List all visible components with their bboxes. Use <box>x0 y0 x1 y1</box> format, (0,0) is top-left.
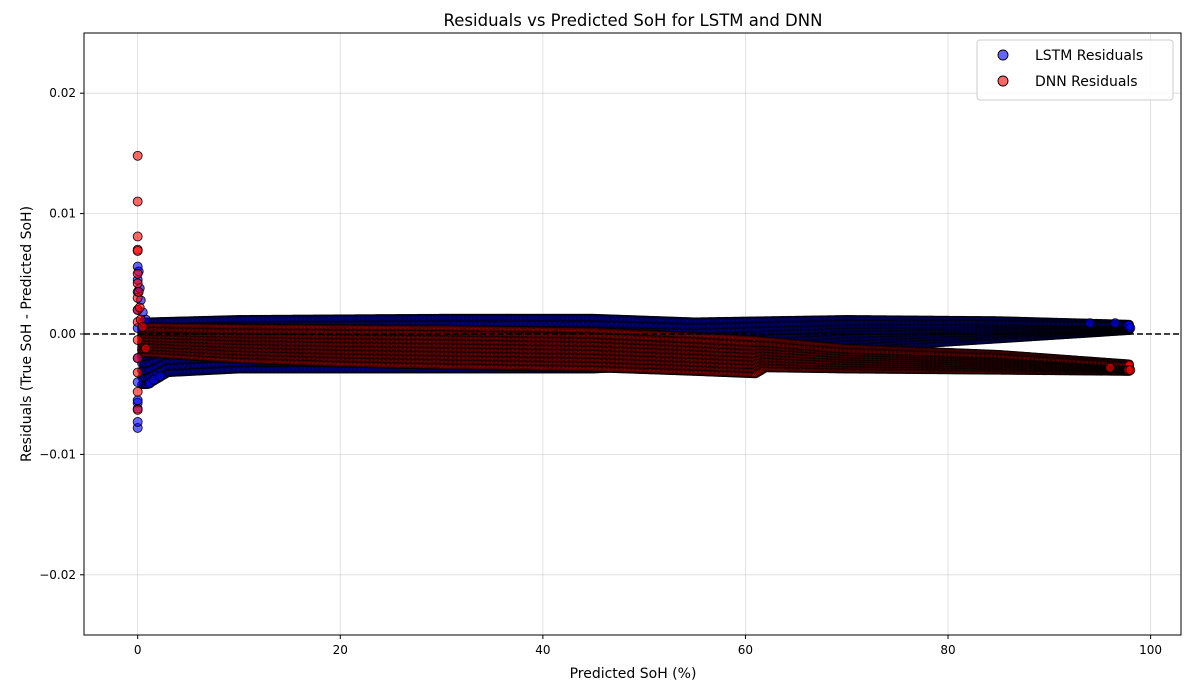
series-bands <box>137 313 1134 390</box>
chart-title: Residuals vs Predicted SoH for LSTM and … <box>444 11 823 30</box>
